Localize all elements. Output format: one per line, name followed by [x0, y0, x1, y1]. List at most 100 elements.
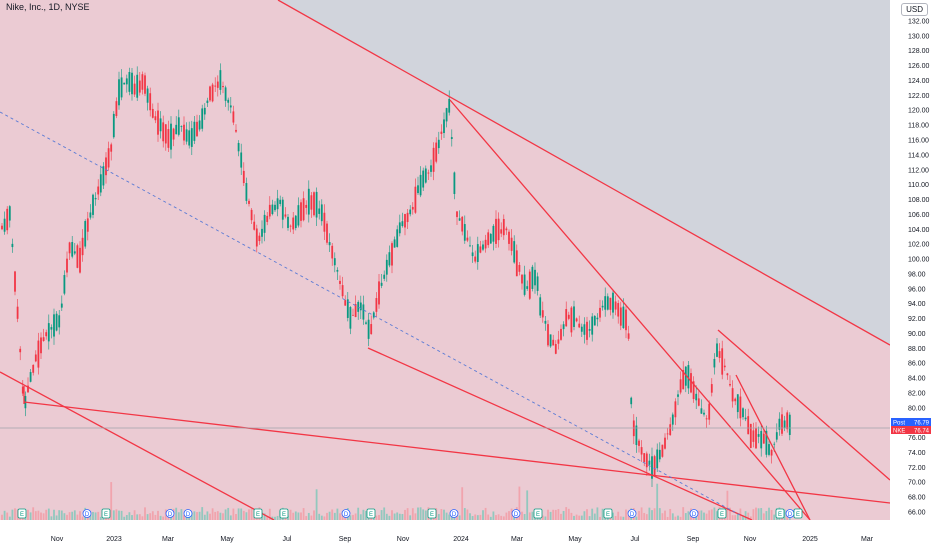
earnings-icon[interactable] [17, 508, 27, 519]
dividend-icon[interactable] [82, 509, 92, 518]
candle-body [164, 124, 167, 144]
trend-line[interactable] [449, 99, 811, 521]
event-marker-label: E [720, 512, 724, 518]
candle-body [645, 453, 648, 468]
candle-body [125, 78, 128, 85]
volume-bar [664, 510, 666, 520]
dividend-icon[interactable] [511, 509, 521, 518]
dividend-icon[interactable] [689, 509, 699, 518]
trend-line[interactable] [367, 347, 753, 521]
price-tag [891, 418, 931, 426]
candle-body [253, 221, 256, 230]
time-tick-label: 2025 [802, 536, 818, 543]
volume-bar [302, 508, 305, 520]
volume-bar [440, 509, 443, 520]
volume-bar [708, 510, 711, 520]
candle-body [175, 124, 178, 135]
candle-body [37, 340, 40, 368]
volume-bar [419, 507, 422, 520]
time-tick-label: Jul [283, 536, 292, 543]
candle-body [679, 379, 682, 393]
candle-body [664, 437, 666, 449]
trend-line[interactable] [23, 401, 891, 504]
volume-bar [326, 512, 328, 520]
earnings-icon[interactable] [253, 508, 263, 519]
volume-bar [6, 512, 9, 520]
candle-body [367, 319, 370, 339]
earnings-icon[interactable] [775, 508, 785, 519]
dividend-icon[interactable] [341, 509, 351, 518]
volume-bar [783, 509, 786, 520]
candle-body [6, 208, 9, 231]
earnings-icon[interactable] [533, 508, 543, 519]
candle-body [305, 204, 308, 208]
volume-bar [333, 512, 336, 520]
volume-bar [227, 507, 230, 520]
earnings-icon[interactable] [603, 508, 613, 519]
volume-bar [159, 515, 162, 520]
earnings-icon[interactable] [427, 508, 437, 519]
time-tick-label: Jul [631, 536, 640, 543]
candle-body [783, 420, 786, 428]
price-tick-label: 132.00 [908, 18, 930, 25]
earnings-icon[interactable] [279, 508, 289, 519]
earnings-icon[interactable] [717, 508, 727, 519]
time-tick-label: Mar [511, 536, 524, 543]
price-axis[interactable] [890, 0, 932, 550]
dividend-icon[interactable] [627, 509, 637, 518]
candle-body [640, 447, 643, 455]
earnings-icon[interactable] [101, 508, 111, 519]
volume-bar [175, 507, 178, 520]
candle-body [214, 85, 217, 87]
candle-body [622, 306, 625, 329]
event-marker-label: D [788, 512, 793, 518]
candle-body [648, 460, 651, 465]
candle-body [196, 121, 198, 137]
volume-bar [177, 512, 180, 520]
volume-bar [471, 516, 474, 520]
candle-body [528, 271, 531, 299]
volume-bar [300, 512, 302, 520]
candle-body [281, 199, 284, 220]
volume-bar [570, 512, 573, 520]
candle-body [359, 302, 362, 311]
candle-body [627, 333, 630, 339]
event-marker-label: E [796, 512, 800, 518]
candle-body [349, 307, 352, 329]
candle-body [190, 128, 193, 147]
candle-body [492, 225, 495, 242]
volume-bar [196, 512, 198, 520]
dividend-icon[interactable] [165, 509, 175, 518]
volume-bar [201, 507, 204, 520]
volume-bar [120, 510, 123, 520]
trend-line[interactable] [277, 0, 891, 346]
volume-bar [565, 507, 568, 520]
time-axis[interactable] [0, 520, 890, 550]
volume-bar [27, 509, 29, 520]
trend-line[interactable] [0, 371, 275, 521]
candle-body [638, 440, 640, 446]
candle-body [11, 243, 14, 248]
volume-bar [341, 513, 344, 520]
event-marker-label: D [186, 512, 191, 518]
dividend-icon[interactable] [183, 509, 193, 518]
currency-button[interactable]: USD [901, 3, 928, 16]
volume-bar [588, 516, 591, 520]
earnings-icon[interactable] [793, 508, 803, 519]
volume-bar [729, 507, 731, 520]
trend-line[interactable] [735, 374, 811, 521]
candle-body [721, 348, 724, 375]
trend-line[interactable] [717, 329, 891, 481]
candle-body [461, 216, 464, 232]
dividend-icon[interactable] [449, 509, 459, 518]
candle-body [513, 241, 516, 263]
earnings-icon[interactable] [366, 508, 376, 519]
volume-bar [643, 512, 646, 520]
volume-bar [755, 507, 757, 520]
candle-body [523, 274, 526, 295]
candle-body [27, 385, 29, 393]
candle-body [575, 318, 578, 322]
